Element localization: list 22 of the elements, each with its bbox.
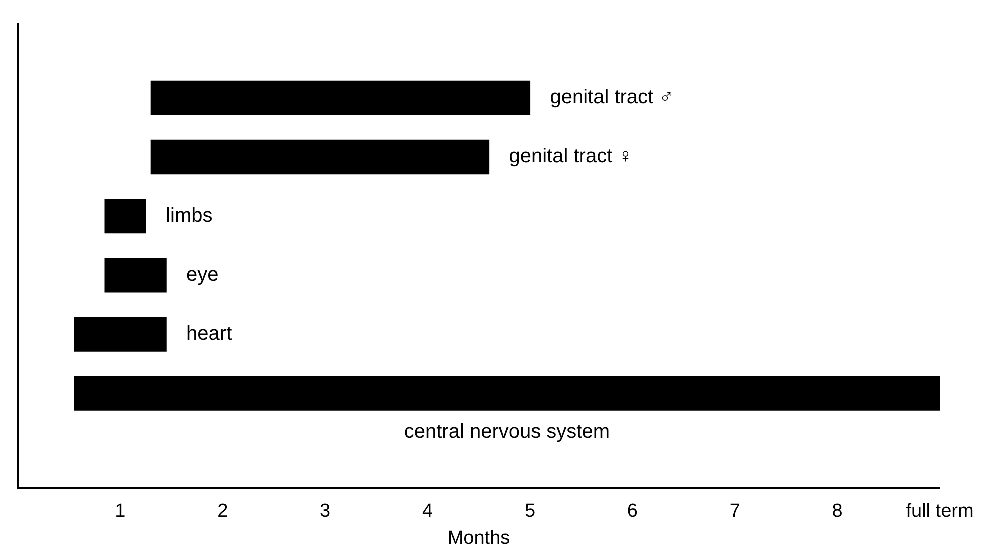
- x-tick-label: full term: [906, 501, 974, 522]
- y-tick-label: heart: [186, 323, 233, 345]
- y-tick-label: genital tract ♀: [509, 146, 634, 168]
- x-tick-label: 5: [524, 501, 536, 522]
- bar: [74, 376, 940, 411]
- bar: [74, 317, 167, 352]
- x-tick-label: 3: [320, 501, 331, 522]
- y-tick-label: central nervous system: [404, 421, 610, 444]
- y-tick-label: limbs: [166, 204, 213, 227]
- bar: [104, 198, 146, 234]
- x-axis-title: Months: [448, 528, 510, 549]
- bar: [150, 80, 531, 116]
- y-tick-label: genital tract ♂: [550, 86, 674, 109]
- bar: [150, 140, 490, 175]
- x-tick-label: 4: [422, 501, 434, 522]
- bar: [104, 258, 167, 293]
- x-tick-label: 2: [218, 501, 228, 522]
- x-tick-label: 7: [730, 501, 740, 522]
- x-tick-label: 1: [115, 501, 126, 522]
- x-tick-label: 6: [627, 501, 638, 522]
- x-tick-label: 8: [832, 501, 843, 522]
- y-tick-label: eye: [186, 264, 219, 286]
